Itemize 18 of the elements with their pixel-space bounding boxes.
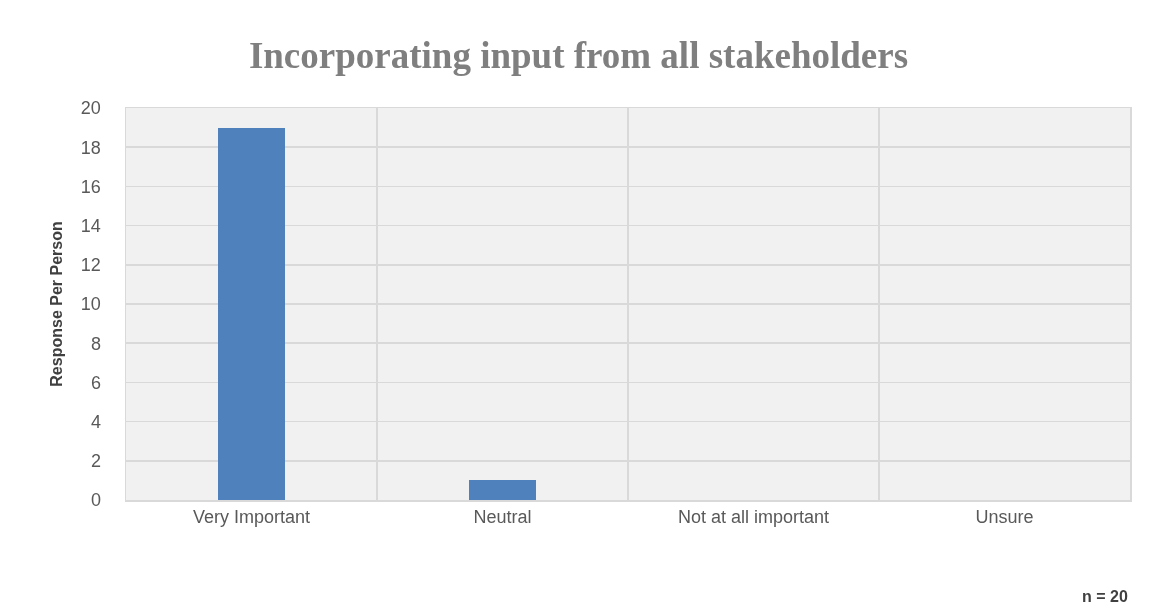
y-tick-label: 0 [90, 490, 101, 511]
y-tick-label: 6 [90, 372, 101, 393]
y-tick-label: 2 [90, 451, 101, 472]
chart-title: Incorporating input from all stakeholders [248, 35, 909, 77]
y-tick-label: 18 [80, 137, 101, 158]
y-tick-label: 8 [90, 333, 101, 354]
y-tick-label: 14 [80, 215, 101, 236]
x-tick-label: Neutral [473, 507, 532, 528]
x-tick-label: Unsure [975, 507, 1034, 528]
text: n = 20 [1082, 588, 1128, 605]
y-axis-title: Response Per Person [48, 221, 66, 387]
y-tick-label: 12 [80, 255, 101, 276]
y-tick-label: 4 [90, 411, 101, 432]
y-tick-label: 20 [80, 98, 101, 119]
x-tick-label: Very Important [192, 507, 311, 528]
x-tick-label: Not at all important [677, 507, 830, 528]
y-tick-label: 16 [80, 176, 101, 197]
y-tick-label: 10 [80, 294, 101, 315]
